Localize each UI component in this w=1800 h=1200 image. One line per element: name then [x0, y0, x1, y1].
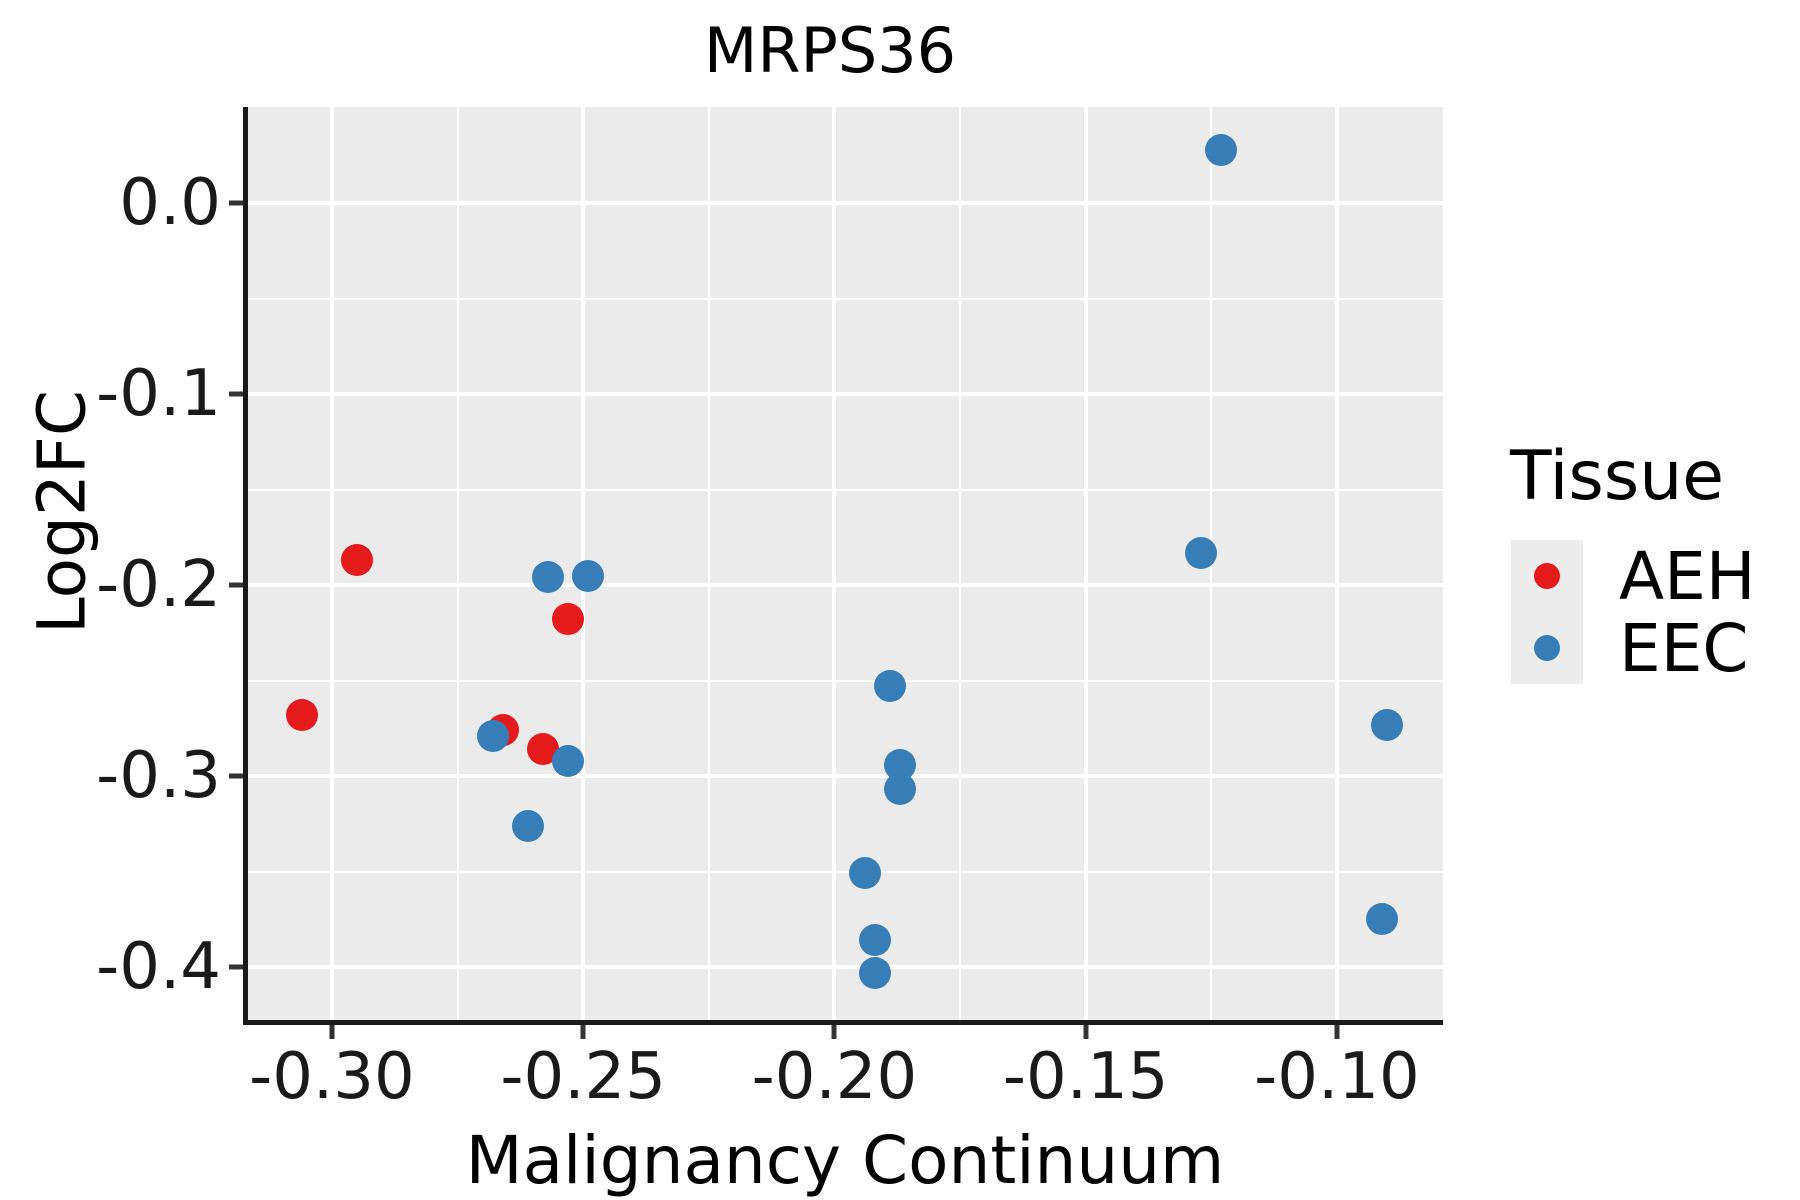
legend-entry-eec: EEC: [1511, 609, 1755, 687]
x-tick-label: -0.10: [1254, 1040, 1420, 1114]
x-tick: [1334, 1025, 1340, 1039]
y-minor-gridline: [248, 297, 1443, 300]
data-point-eec: [1205, 133, 1238, 166]
y-minor-gridline: [248, 488, 1443, 491]
y-tick: [229, 391, 243, 397]
x-minor-gridline: [456, 107, 459, 1020]
y-minor-gridline: [248, 679, 1443, 682]
x-tick-label: -0.25: [500, 1040, 666, 1114]
x-minor-gridline: [707, 107, 710, 1020]
legend-key: [1511, 612, 1583, 684]
data-point-eec: [511, 809, 544, 842]
y-tick-label: 0.0: [119, 166, 221, 241]
x-tick: [1083, 1025, 1089, 1039]
y-tick: [229, 964, 243, 970]
x-tick: [329, 1025, 335, 1039]
data-point-eec: [883, 773, 916, 806]
legend-key: [1511, 540, 1583, 612]
data-point-eec: [1185, 536, 1218, 569]
x-tick: [831, 1025, 837, 1039]
y-major-gridline: [248, 583, 1443, 588]
y-tick-label: -0.2: [96, 548, 221, 623]
data-point-eec: [1371, 708, 1404, 741]
aeh-legend-dot-icon: [1534, 563, 1560, 589]
x-tick-label: -0.30: [249, 1040, 415, 1114]
x-axis-spine: [243, 1020, 1443, 1025]
data-point-eec: [858, 956, 891, 989]
y-tick-label: -0.3: [96, 739, 221, 814]
y-tick: [229, 773, 243, 779]
x-tick-label: -0.20: [751, 1040, 918, 1114]
x-tick: [580, 1025, 586, 1039]
x-major-gridline: [1334, 107, 1339, 1020]
data-point-eec: [873, 670, 906, 703]
x-major-gridline: [1083, 107, 1088, 1020]
y-tick-label: -0.1: [96, 357, 221, 432]
x-major-gridline: [832, 107, 837, 1020]
y-minor-gridline: [248, 870, 1443, 873]
data-point-aeh: [285, 698, 318, 731]
legend-entry-aeh: AEH: [1511, 537, 1756, 615]
y-tick: [229, 200, 243, 206]
plot-title: MRPS36: [703, 14, 957, 87]
y-major-gridline: [248, 201, 1443, 206]
x-axis-label: Malignancy Continuum: [465, 1122, 1225, 1199]
data-point-aeh: [552, 603, 585, 636]
legend-title: Tissue: [1510, 437, 1725, 516]
data-point-eec: [532, 561, 564, 594]
y-major-gridline: [248, 774, 1443, 779]
x-minor-gridline: [959, 107, 962, 1020]
y-major-gridline: [248, 965, 1443, 970]
y-tick: [229, 582, 243, 588]
data-point-eec: [858, 924, 891, 957]
legend-entry-label: AEH: [1619, 537, 1756, 615]
data-point-aeh: [341, 544, 374, 577]
eec-legend-dot-icon: [1534, 635, 1560, 661]
data-point-eec: [552, 744, 585, 777]
y-tick-label: -0.4: [96, 930, 221, 1005]
data-point-eec: [572, 559, 605, 592]
y-axis-spine: [243, 107, 248, 1025]
data-point-eec: [1366, 903, 1399, 936]
plot-panel: [248, 107, 1443, 1020]
x-tick-label: -0.15: [1002, 1040, 1169, 1114]
legend-entry-label: EEC: [1619, 609, 1749, 687]
data-point-eec: [476, 719, 509, 752]
legend-entries: AEH EEC: [1511, 537, 1756, 687]
y-major-gridline: [248, 392, 1443, 397]
x-major-gridline: [329, 107, 334, 1020]
data-point-eec: [848, 857, 881, 890]
